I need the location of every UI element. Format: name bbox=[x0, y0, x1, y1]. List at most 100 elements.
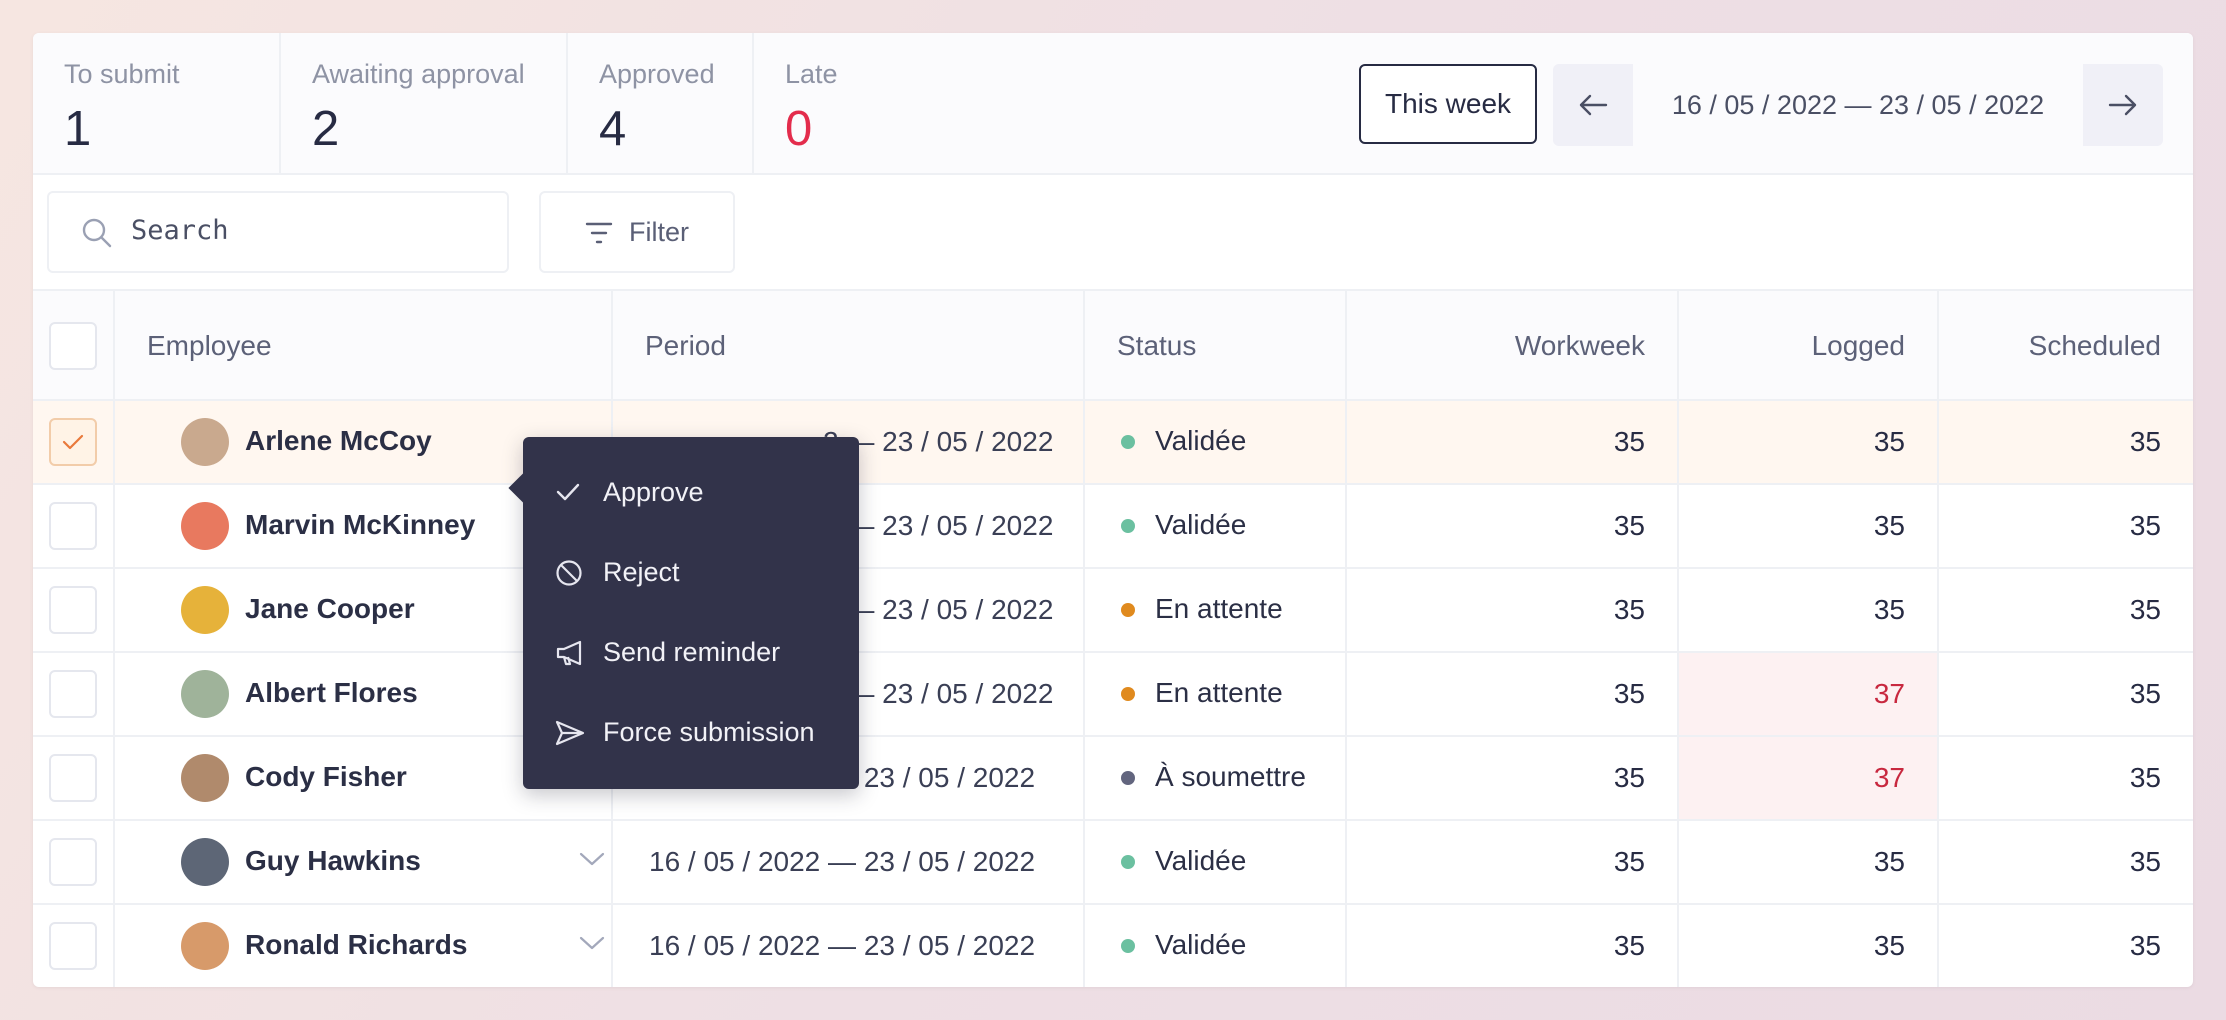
menu-item-approve[interactable]: Approve bbox=[523, 453, 859, 533]
employee-name: Albert Flores bbox=[245, 677, 418, 708]
column-status[interactable]: Status bbox=[1085, 291, 1347, 401]
row-select-cell bbox=[33, 401, 115, 483]
this-week-button[interactable]: This week bbox=[1359, 64, 1537, 144]
menu-item-label: Approve bbox=[603, 477, 704, 507]
period-cell: 2 — 23 / 05 / 2022 bbox=[613, 569, 1085, 651]
employee-cell: Guy Hawkins bbox=[115, 821, 613, 903]
send-icon bbox=[555, 720, 585, 746]
status-cell: À soumettre bbox=[1085, 737, 1347, 819]
table-header: Employee Period Status Workweek Logged S… bbox=[33, 289, 2193, 401]
period-text: 2 — 23 / 05 / 2022 bbox=[823, 510, 1054, 541]
scheduled-cell: 35 bbox=[2129, 846, 2161, 877]
menu-item-send-reminder[interactable]: Send reminder bbox=[523, 613, 859, 693]
employee-name: Ronald Richards bbox=[245, 929, 468, 960]
check-icon bbox=[556, 483, 580, 501]
menu-item-reject[interactable]: Reject bbox=[523, 533, 859, 613]
stat-label: Approved bbox=[599, 59, 715, 89]
stat-approved[interactable]: Approved 4 bbox=[568, 33, 754, 175]
avatar bbox=[181, 418, 229, 466]
logged-cell: 35 bbox=[1679, 821, 1939, 903]
scheduled-cell: 35 bbox=[2129, 930, 2161, 961]
column-scheduled[interactable]: Scheduled bbox=[2028, 330, 2161, 361]
filter-icon bbox=[585, 222, 613, 244]
status-text: En attente bbox=[1155, 677, 1283, 708]
megaphone-icon bbox=[556, 640, 582, 666]
period-cell: 2 — 23 / 05 / 2022 bbox=[613, 653, 1085, 735]
column-period[interactable]: Period bbox=[613, 291, 1085, 401]
employee-cell: Albert Flores bbox=[115, 653, 613, 735]
menu-item-label: Reject bbox=[603, 557, 680, 587]
status-text: À soumettre bbox=[1155, 761, 1306, 792]
logged-cell: 35 bbox=[1679, 485, 1939, 567]
stat-value: 2 bbox=[312, 102, 340, 156]
status-dot bbox=[1121, 435, 1135, 449]
row-checkbox[interactable] bbox=[49, 922, 97, 970]
logged-cell: 35 bbox=[1679, 569, 1939, 651]
row-select-cell bbox=[33, 821, 115, 903]
row-checkbox[interactable] bbox=[49, 670, 97, 718]
avatar bbox=[181, 586, 229, 634]
employee-name: Jane Cooper bbox=[245, 593, 415, 624]
status-text: Validée bbox=[1155, 509, 1247, 540]
scheduled-cell: 35 bbox=[2129, 678, 2161, 709]
stat-late[interactable]: Late 0 bbox=[754, 33, 884, 175]
column-logged[interactable]: Logged bbox=[1679, 291, 1939, 401]
avatar bbox=[181, 502, 229, 550]
stats-bar: To submit 1 Awaiting approval 2 Approved… bbox=[33, 33, 2193, 175]
period-text: 2 — 23 / 05 / 2022 bbox=[823, 594, 1054, 625]
workweek-cell: 35 bbox=[1347, 821, 1679, 903]
scheduled-cell: 35 bbox=[2129, 426, 2161, 457]
table-row[interactable]: Arlene McCoy 2 — 23 / 05 / 2022 Validée … bbox=[33, 401, 2193, 485]
row-select-cell bbox=[33, 569, 115, 651]
search-input[interactable]: Search bbox=[47, 191, 509, 273]
workweek-cell: 35 bbox=[1347, 485, 1679, 567]
table-row[interactable]: Jane Cooper 2 — 23 / 05 / 2022 En attent… bbox=[33, 569, 2193, 653]
menu-item-force-submission[interactable]: Force submission bbox=[523, 693, 859, 773]
employee-cell: Ronald Richards bbox=[115, 905, 613, 987]
stat-label: Late bbox=[785, 59, 838, 89]
period-cell: 2 — 23 / 05 / 2022 bbox=[613, 485, 1085, 567]
logged-cell: 35 bbox=[1679, 401, 1939, 483]
employee-cell: Jane Cooper bbox=[115, 569, 613, 651]
select-all-checkbox[interactable] bbox=[49, 322, 97, 370]
row-checkbox[interactable] bbox=[49, 418, 97, 466]
table-row[interactable]: Cody Fisher 16 / 05 / 2022 — 23 / 05 / 2… bbox=[33, 737, 2193, 821]
column-workweek[interactable]: Workweek bbox=[1347, 291, 1679, 401]
workweek-cell: 35 bbox=[1347, 905, 1679, 987]
arrow-right-icon bbox=[2108, 94, 2137, 116]
chevron-down-icon[interactable] bbox=[579, 851, 605, 867]
row-checkbox[interactable] bbox=[49, 502, 97, 550]
status-cell: Validée bbox=[1085, 485, 1347, 567]
stat-to-submit[interactable]: To submit 1 bbox=[33, 33, 281, 175]
column-employee[interactable]: Employee bbox=[115, 291, 613, 401]
status-text: Validée bbox=[1155, 845, 1247, 876]
status-text: Validée bbox=[1155, 425, 1247, 456]
status-dot bbox=[1121, 603, 1135, 617]
filter-button[interactable]: Filter bbox=[539, 191, 735, 273]
table-row[interactable]: Ronald Richards 16 / 05 / 2022 — 23 / 05… bbox=[33, 905, 2193, 987]
menu-item-label: Force submission bbox=[603, 717, 815, 747]
table-row[interactable]: Albert Flores 2 — 23 / 05 / 2022 En atte… bbox=[33, 653, 2193, 737]
employee-name: Guy Hawkins bbox=[245, 845, 421, 876]
table-row[interactable]: Marvin McKinney 2 — 23 / 05 / 2022 Valid… bbox=[33, 485, 2193, 569]
avatar bbox=[181, 922, 229, 970]
table-row[interactable]: Guy Hawkins 16 / 05 / 2022 — 23 / 05 / 2… bbox=[33, 821, 2193, 905]
status-text: Validée bbox=[1155, 929, 1247, 960]
employee-name: Cody Fisher bbox=[245, 761, 407, 792]
row-checkbox[interactable] bbox=[49, 586, 97, 634]
search-icon bbox=[82, 218, 112, 248]
employee-name: Marvin McKinney bbox=[245, 509, 476, 540]
employee-cell: Cody Fisher bbox=[115, 737, 613, 819]
next-week-button[interactable] bbox=[2083, 64, 2163, 146]
period-cell: 16 / 05 / 2022 — 23 / 05 / 2022 bbox=[613, 905, 1085, 987]
previous-week-button[interactable] bbox=[1553, 64, 1633, 146]
chevron-down-icon[interactable] bbox=[579, 935, 605, 951]
row-checkbox[interactable] bbox=[49, 754, 97, 802]
status-cell: Validée bbox=[1085, 905, 1347, 987]
row-checkbox[interactable] bbox=[49, 838, 97, 886]
stat-awaiting-approval[interactable]: Awaiting approval 2 bbox=[281, 33, 568, 175]
status-dot bbox=[1121, 687, 1135, 701]
workweek-cell: 35 bbox=[1347, 653, 1679, 735]
workweek-cell: 35 bbox=[1347, 569, 1679, 651]
stat-value: 1 bbox=[64, 102, 92, 156]
